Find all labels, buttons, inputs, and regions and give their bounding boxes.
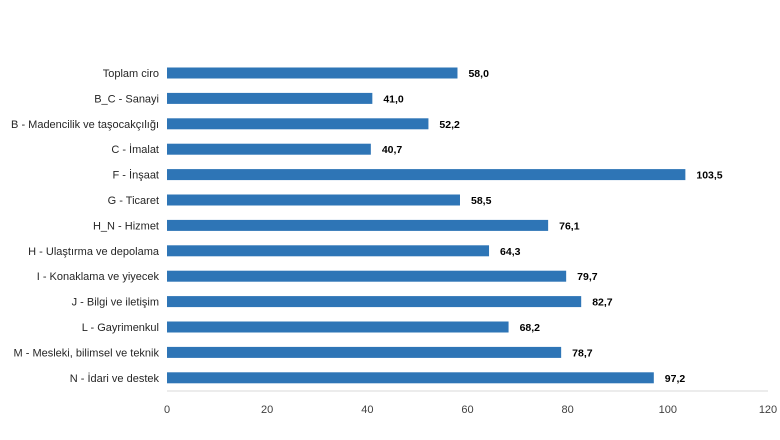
bar bbox=[167, 118, 429, 130]
value-label: 103,5 bbox=[696, 170, 722, 182]
value-label: 64,3 bbox=[500, 246, 521, 258]
value-label: 58,5 bbox=[471, 195, 492, 207]
value-label: 82,7 bbox=[592, 297, 613, 309]
value-label: 78,7 bbox=[572, 347, 593, 359]
category-label: J - Bilgi ve iletişim bbox=[72, 297, 159, 309]
category-label: G - Ticaret bbox=[108, 195, 159, 207]
bar bbox=[167, 372, 654, 384]
bar bbox=[167, 169, 686, 181]
bar bbox=[167, 92, 373, 104]
category-label: C - İmalat bbox=[111, 143, 159, 156]
bars-group bbox=[167, 67, 686, 384]
x-tick-label: 120 bbox=[759, 404, 777, 416]
x-axis-ticks-group: 0 20 40 60 80 100 120 bbox=[164, 404, 777, 416]
x-tick-label: 0 bbox=[164, 404, 170, 416]
category-labels-group: Toplam ciro B_C - Sanayi B - Madencilik ve… bbox=[11, 68, 160, 385]
value-label: 58,0 bbox=[468, 68, 489, 80]
bar bbox=[167, 296, 582, 308]
category-label: L - Gayrimenkul bbox=[82, 322, 159, 334]
x-tick-label: 60 bbox=[461, 404, 473, 416]
category-label: B_C - Sanayi bbox=[94, 93, 159, 105]
bar bbox=[167, 321, 509, 333]
value-label: 79,7 bbox=[577, 271, 598, 283]
category-label: H_N - Hizmet bbox=[93, 220, 159, 232]
bar bbox=[167, 270, 567, 282]
value-label: 52,2 bbox=[439, 119, 460, 131]
x-tick-label: 80 bbox=[562, 404, 574, 416]
x-tick-label: 100 bbox=[659, 404, 677, 416]
x-tick-label: 20 bbox=[261, 404, 273, 416]
value-label: 68,2 bbox=[520, 322, 541, 334]
value-label: 97,2 bbox=[665, 373, 686, 385]
value-label: 41,0 bbox=[383, 93, 404, 105]
bar bbox=[167, 245, 490, 257]
category-label: B - Madencilik ve taşocakçılığı bbox=[11, 119, 159, 131]
category-label: H - Ulaştırma ve depolama bbox=[28, 246, 160, 258]
bar bbox=[167, 346, 562, 358]
bar bbox=[167, 194, 460, 206]
category-label: N - İdari ve destek bbox=[70, 372, 160, 385]
bar bbox=[167, 143, 371, 155]
value-label: 76,1 bbox=[559, 220, 580, 232]
bar bbox=[167, 219, 549, 231]
value-label: 40,7 bbox=[382, 144, 403, 156]
x-tick-label: 40 bbox=[361, 404, 373, 416]
bar bbox=[167, 67, 458, 79]
category-label: F - İnşaat bbox=[113, 169, 159, 182]
category-label: Toplam ciro bbox=[103, 68, 159, 80]
category-label: M - Mesleki, bilimsel ve teknik bbox=[14, 347, 160, 359]
value-labels-group: 58,0 41,0 52,2 40,7 103,5 58,5 76,1 64,3 79,7 82,… bbox=[382, 68, 723, 385]
category-label: I - Konaklama ve yiyecek bbox=[37, 271, 160, 283]
